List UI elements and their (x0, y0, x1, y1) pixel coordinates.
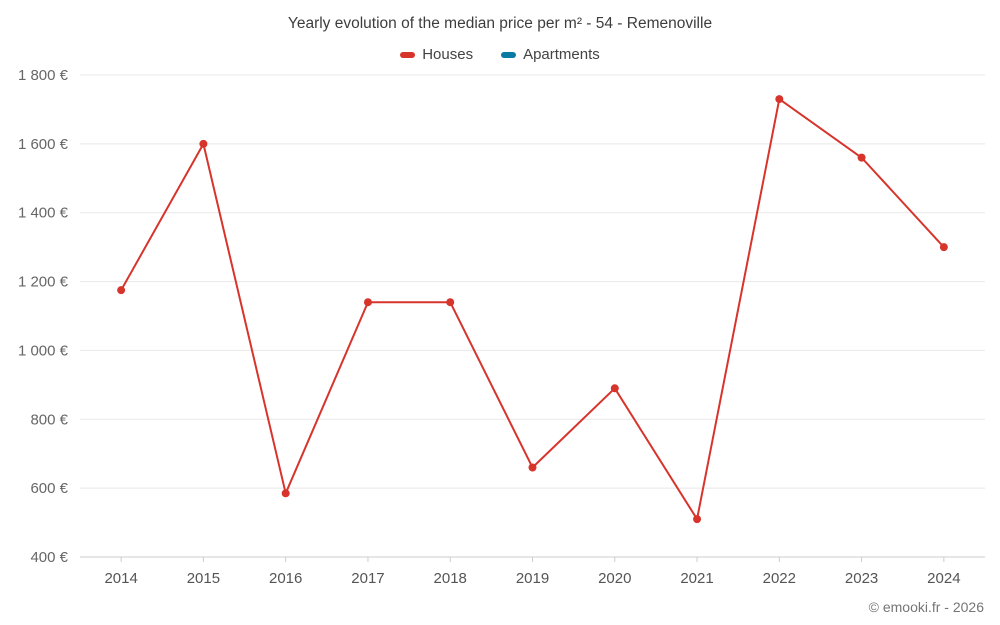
x-tick-label: 2024 (927, 570, 960, 587)
y-tick-label: 1 600 € (18, 136, 69, 153)
x-tick-label: 2019 (516, 570, 549, 587)
x-tick-label: 2022 (763, 570, 796, 587)
y-tick-label: 1 000 € (18, 342, 69, 359)
houses-data-point (610, 384, 619, 393)
houses-data-point (939, 243, 948, 252)
y-tick-label: 800 € (30, 411, 68, 428)
houses-data-point (857, 153, 866, 162)
x-tick-label: 2020 (598, 570, 631, 587)
y-tick-label: 1 800 € (18, 67, 69, 84)
houses-data-point (528, 463, 537, 472)
x-tick-label: 2015 (187, 570, 220, 587)
y-tick-label: 1 200 € (18, 274, 69, 291)
x-tick-label: 2018 (434, 570, 467, 587)
copyright-footer: © emooki.fr - 2026 (868, 599, 984, 615)
houses-data-point (199, 139, 208, 148)
chart-title: Yearly evolution of the median price per… (287, 15, 713, 32)
houses-data-point (446, 298, 455, 307)
x-tick-label: 2017 (351, 570, 384, 587)
legend-item-apartments[interactable]: Apartments (501, 46, 600, 63)
x-tick-label: 2016 (269, 570, 302, 587)
houses-data-point (117, 286, 126, 295)
houses-data-point (281, 489, 290, 498)
houses-data-point (693, 515, 702, 524)
houses-legend-label: Houses (422, 46, 474, 63)
houses-series-line (120, 98, 945, 521)
chart-plot-area: 400 € 600 € 800 € 1 000 € 1 200 € 1 400 € 1 60… (18, 67, 985, 587)
legend-item-houses[interactable]: Houses (400, 46, 473, 63)
x-tick-label: 2023 (845, 570, 878, 587)
apartments-legend-marker-icon (501, 51, 517, 58)
y-tick-label: 1 400 € (18, 205, 69, 222)
houses-data-point (363, 298, 372, 307)
houses-data-point (775, 95, 784, 104)
y-tick-label: 600 € (30, 480, 68, 497)
x-tick-label: 2021 (680, 570, 713, 587)
houses-legend-marker-icon (400, 51, 416, 58)
apartments-legend-label: Apartments (523, 46, 600, 63)
legend: Houses Apartments (0, 46, 1000, 63)
x-tick-label: 2014 (104, 570, 137, 587)
y-tick-label: 400 € (30, 549, 68, 566)
